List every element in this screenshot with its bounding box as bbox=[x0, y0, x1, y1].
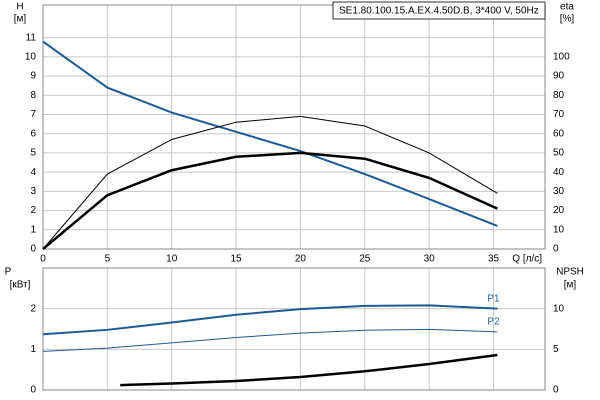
y-tick-label: 7 bbox=[30, 109, 36, 120]
y2-tick-label: 90 bbox=[553, 71, 565, 82]
x-tick-label: 20 bbox=[295, 254, 307, 265]
y-tick-label: 5 bbox=[30, 148, 36, 159]
y2-tick-label: 70 bbox=[553, 109, 565, 120]
y-tick-label: 6 bbox=[30, 128, 36, 139]
y2-tick-label: 0 bbox=[553, 244, 559, 255]
y-tick-label: 2 bbox=[30, 303, 36, 314]
y-axis-label: P bbox=[5, 267, 12, 278]
y2-axis-unit: [м] bbox=[564, 280, 577, 291]
y-axis-label: H bbox=[16, 2, 23, 13]
y-axis-unit: [м] bbox=[14, 14, 27, 25]
title-box bbox=[332, 1, 546, 20]
plot-frame bbox=[42, 4, 546, 250]
series-label: P1 bbox=[487, 293, 500, 304]
curve bbox=[42, 304, 498, 336]
x-tick-label: 25 bbox=[359, 254, 371, 265]
y2-tick-label: 0 bbox=[553, 385, 559, 396]
y-tick-label: 1 bbox=[30, 344, 36, 355]
curve bbox=[42, 115, 498, 250]
x-tick-label: 35 bbox=[488, 254, 500, 265]
x-tick-label: 5 bbox=[105, 254, 111, 265]
curve bbox=[42, 40, 498, 227]
curve bbox=[42, 151, 498, 250]
y2-axis-unit: [%] bbox=[560, 14, 575, 25]
y2-tick-label: 10 bbox=[553, 224, 565, 235]
y2-tick-label: 80 bbox=[553, 90, 565, 101]
y2-axis-label: NPSH bbox=[556, 267, 584, 278]
x-tick-label: 30 bbox=[424, 254, 436, 265]
y-tick-label: 9 bbox=[30, 71, 36, 82]
y-tick-label: 2 bbox=[30, 205, 36, 216]
y-tick-label: 8 bbox=[30, 90, 36, 101]
x-tick-label: 0 bbox=[40, 254, 46, 265]
x-tick-label: 15 bbox=[231, 254, 243, 265]
y-tick-label: 11 bbox=[26, 32, 37, 43]
y-axis-unit: [кВт] bbox=[10, 280, 31, 291]
y2-axis-label: eta bbox=[560, 2, 574, 13]
curve bbox=[42, 328, 498, 352]
y2-tick-label: 60 bbox=[553, 128, 565, 139]
y2-tick-label: 40 bbox=[553, 167, 565, 178]
y2-tick-label: 50 bbox=[553, 148, 565, 159]
y-tick-label: 4 bbox=[30, 167, 36, 178]
y2-tick-label: 20 bbox=[553, 205, 565, 216]
y2-tick-label: 10 bbox=[553, 303, 565, 314]
y2-tick-label: 5 bbox=[553, 344, 559, 355]
curve bbox=[120, 353, 498, 387]
plot-frame bbox=[42, 267, 546, 391]
chart-title: SE1.80.100.15.A.EX.4.50D.B, 3*400 V, 50H… bbox=[339, 6, 539, 17]
x-tick-label: 10 bbox=[166, 254, 178, 265]
y2-tick-label: 30 bbox=[553, 186, 565, 197]
y-tick-label: 0 bbox=[30, 244, 36, 255]
y-tick-label: 10 bbox=[25, 52, 37, 63]
y-tick-label: 3 bbox=[30, 186, 36, 197]
series-label: P2 bbox=[487, 316, 500, 327]
y-tick-label: 1 bbox=[30, 224, 36, 235]
x-axis-label: Q [л/с] bbox=[512, 254, 542, 265]
y-tick-label: 0 bbox=[30, 385, 36, 396]
y2-tick-label: 100 bbox=[553, 52, 570, 63]
